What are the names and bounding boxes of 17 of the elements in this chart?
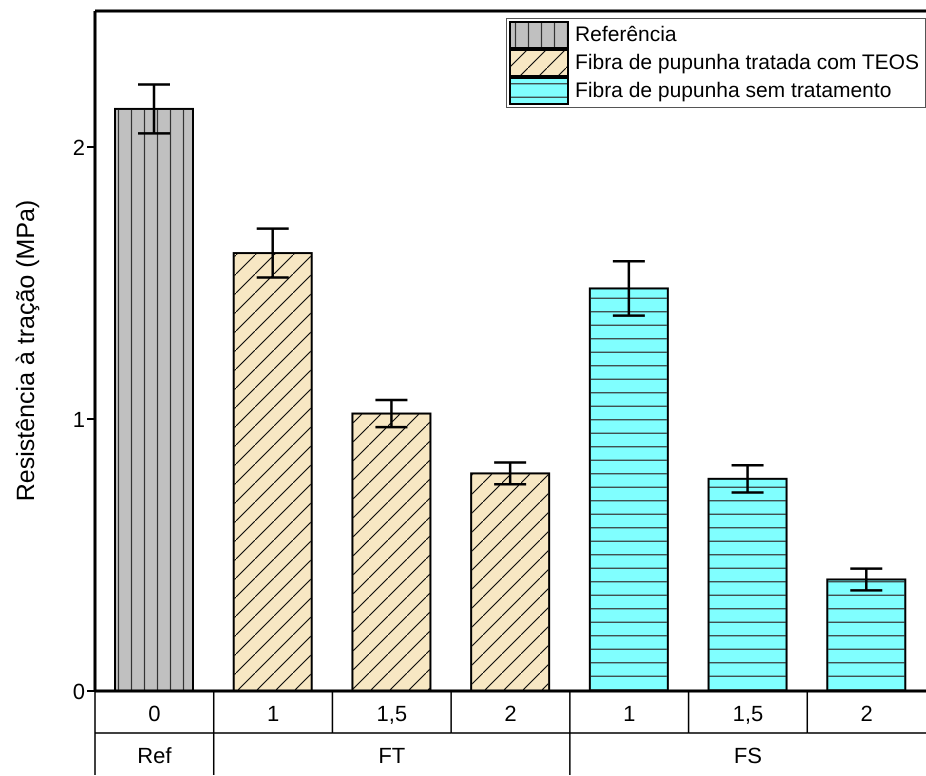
y-axis-title: Resistência à tração (MPa) [12, 200, 40, 502]
legend-label: Referência [575, 23, 677, 47]
legend-label: Fibra de pupunha tratada com TEOS [575, 51, 919, 75]
x-tick-label: 2 [504, 701, 517, 726]
y-tick-label: 1 [72, 406, 85, 432]
x-tick-label: 2 [860, 701, 873, 726]
x-tick-label: 1,5 [732, 701, 764, 726]
x-tick-label: 1 [623, 701, 636, 726]
text: FT [378, 743, 406, 768]
x-tick-label: 1,5 [376, 701, 408, 726]
y-tick-label: 2 [72, 134, 85, 160]
x-tick-label: 0 [148, 701, 160, 726]
text: FS [734, 743, 762, 768]
x-tick-label: 1 [266, 701, 280, 726]
text: Ref [137, 743, 172, 768]
y-tick-label: 0 [72, 678, 85, 704]
legend-label: Fibra de pupunha sem tratamento [575, 79, 892, 103]
